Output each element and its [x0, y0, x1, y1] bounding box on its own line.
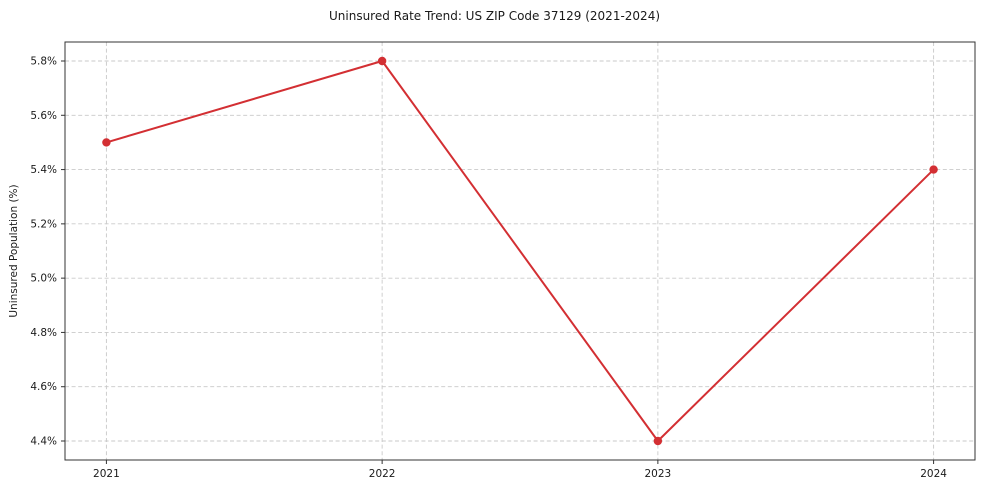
data-point: [377, 56, 387, 66]
y-tick-label: 5.2%: [30, 218, 57, 230]
y-tick-label: 4.4%: [30, 436, 57, 448]
y-tick-label: 4.8%: [30, 327, 57, 339]
data-point: [102, 138, 111, 147]
chart-title: Uninsured Rate Trend: US ZIP Code 37129 …: [328, 9, 661, 23]
y-tick-label: 4.6%: [30, 381, 57, 393]
data-point: [653, 436, 663, 446]
y-tick-label: 5.4%: [30, 164, 57, 176]
y-tick-label: 5.6%: [30, 110, 57, 122]
axes-border: [64, 41, 976, 461]
x-tick-label: 2022: [369, 468, 396, 480]
x-tick-label: 2021: [93, 468, 120, 480]
x-tick-label: 2024: [920, 468, 947, 480]
y-tick-label: 5.8%: [30, 56, 57, 68]
y-tick-label: 5.0%: [30, 273, 57, 285]
data-line: [105, 60, 935, 442]
x-tick-label: 2023: [644, 468, 671, 480]
data-point: [929, 165, 938, 174]
